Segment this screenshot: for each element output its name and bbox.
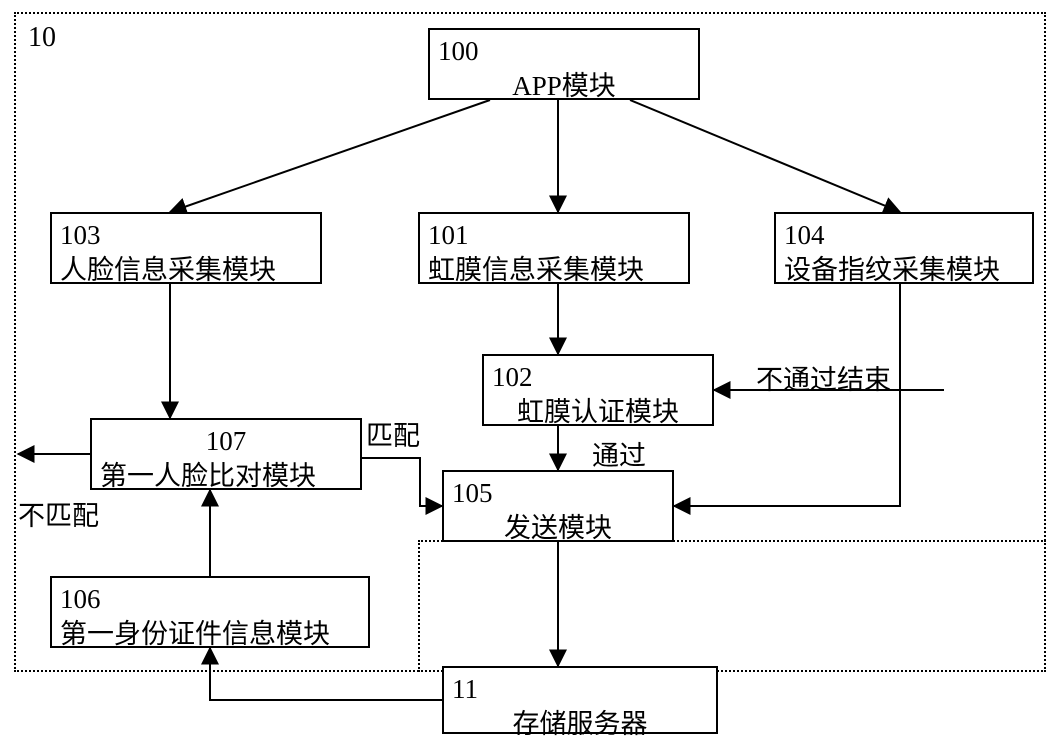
node-num: 100 (438, 34, 690, 69)
node-106-id-info: 106 第一身份证件信息模块 (50, 576, 370, 648)
diagram-canvas: 10 100 APP模 (0, 0, 1062, 747)
label-fail-end: 不通过结束 (756, 358, 891, 397)
node-label: 设备指纹采集模块 (784, 253, 1024, 288)
node-104-device-fp-collect: 104 设备指纹采集模块 (774, 212, 1034, 284)
node-num: 103 (60, 218, 312, 253)
node-label: 第一身份证件信息模块 (60, 617, 360, 652)
node-label: 人脸信息采集模块 (60, 253, 312, 288)
node-num: 107 (100, 424, 352, 459)
node-107-face-compare: 107 第一人脸比对模块 (90, 418, 362, 490)
node-num: 104 (784, 218, 1024, 253)
node-num: 11 (452, 672, 708, 707)
node-11-storage-server: 11 存储服务器 (442, 666, 718, 734)
label-no-match: 不匹配 (18, 494, 99, 533)
node-105-send: 105 发送模块 (442, 470, 674, 542)
node-102-iris-auth: 102 虹膜认证模块 (482, 354, 714, 426)
node-label: 虹膜信息采集模块 (428, 253, 680, 288)
node-num: 105 (452, 476, 664, 511)
node-num: 102 (492, 360, 704, 395)
label-pass: 通过 (592, 434, 646, 473)
node-num: 101 (428, 218, 680, 253)
node-100-app: 100 APP模块 (428, 28, 700, 100)
node-103-face-collect: 103 人脸信息采集模块 (50, 212, 322, 284)
label-match: 匹配 (366, 414, 420, 453)
node-101-iris-collect: 101 虹膜信息采集模块 (418, 212, 690, 284)
node-label: APP模块 (438, 69, 690, 104)
node-label: 第一人脸比对模块 (100, 459, 352, 494)
node-label: 虹膜认证模块 (492, 395, 704, 430)
node-num: 106 (60, 582, 360, 617)
node-label: 发送模块 (452, 511, 664, 546)
node-label: 存储服务器 (452, 707, 708, 742)
